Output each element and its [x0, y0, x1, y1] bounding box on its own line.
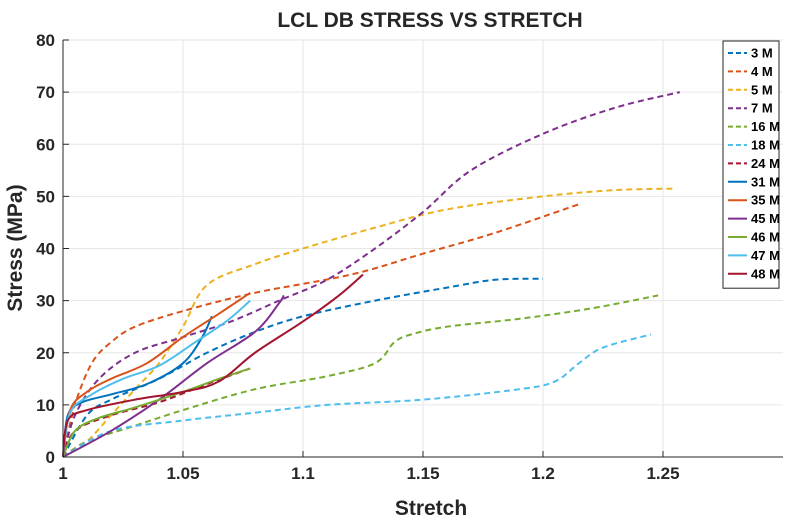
legend-box	[722, 40, 780, 289]
series-line-46m	[62, 367, 251, 458]
legend-label-46m: 46 M	[751, 230, 780, 245]
legend-label-47m: 47 M	[751, 248, 780, 263]
series-line-5m	[62, 187, 676, 458]
series-line-47m	[62, 299, 251, 458]
y-tick-label: 60	[36, 135, 55, 154]
series-line-4m	[62, 203, 580, 458]
y-tick-label: 80	[36, 31, 55, 50]
legend-label-35m: 35 M	[751, 193, 780, 208]
legend-label-31m: 31 M	[751, 174, 780, 189]
legend-label-5m: 5 M	[751, 82, 773, 97]
legend-label-45m: 45 M	[751, 211, 780, 226]
legend-label-18m: 18 M	[751, 138, 780, 153]
legend: 3 M 4 M 5 M 7 M 16 M 18 M 24 M 31 M 35 M 45 M 46 M…	[722, 40, 780, 289]
legend-label-24m: 24 M	[751, 156, 780, 171]
series-line-16m	[62, 294, 659, 458]
x-tick-label: 1.05	[166, 464, 199, 483]
series-group	[62, 91, 681, 458]
series-line-48m	[62, 273, 364, 458]
x-tick-label: 1.2	[531, 464, 555, 483]
x-tick-label: 1.15	[406, 464, 439, 483]
y-tick-label: 20	[36, 344, 55, 363]
series-line-18m	[62, 333, 652, 458]
legend-label-7m: 7 M	[751, 101, 773, 116]
y-tick-label: 50	[36, 187, 55, 206]
series-line-45m	[62, 294, 285, 458]
y-tick-label: 70	[36, 83, 55, 102]
legend-label-48m: 48 M	[751, 266, 780, 281]
x-tick-label: 1.25	[646, 464, 679, 483]
legend-label-3m: 3 M	[751, 46, 773, 61]
series-line-7m	[62, 91, 681, 458]
x-axis-label: Stretch	[395, 497, 467, 520]
x-tick-label: 1	[58, 464, 67, 483]
y-tick-label: 10	[36, 396, 55, 415]
x-tick-label: 1.1	[291, 464, 315, 483]
y-tick-label: 30	[36, 292, 55, 311]
axes: 1 1.05 1.1 1.15 1.2 1.25 0 10 20 30 40 50 60 70 80	[36, 31, 783, 483]
y-tick-label: 0	[46, 448, 55, 467]
series-line-35m	[62, 291, 251, 458]
chart-title: LCL DB STRESS VS STRETCH	[277, 9, 582, 32]
y-axis-label: Stress (MPa)	[4, 184, 27, 311]
legend-label-4m: 4 M	[751, 64, 773, 79]
legend-label-16m: 16 M	[751, 119, 780, 134]
y-tick-label: 40	[36, 240, 55, 259]
